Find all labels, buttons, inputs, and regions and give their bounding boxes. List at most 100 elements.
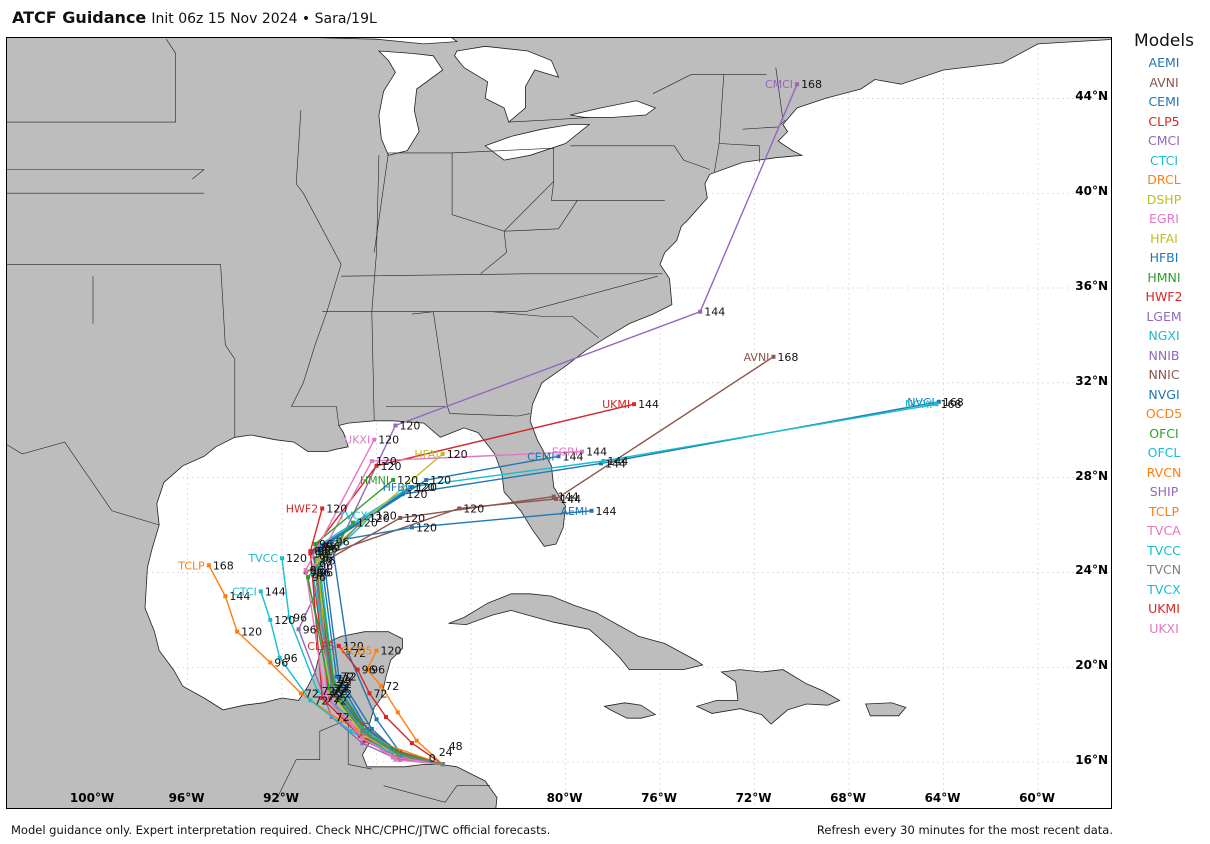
admin-border — [220, 264, 236, 438]
legend-item-hfbi[interactable]: HFBI — [1149, 250, 1179, 265]
legend-item-ukmi[interactable]: UKMI — [1148, 601, 1180, 616]
chart-title: ATCF Guidance Init 06z 15 Nov 2024 • Sar… — [12, 8, 377, 27]
track-point — [369, 513, 374, 518]
forecast-hour-label: 144 — [704, 306, 725, 319]
legend-item-hfai[interactable]: HFAI — [1150, 230, 1178, 246]
forecast-hour-label: 168 — [777, 351, 798, 364]
track-point — [258, 589, 263, 594]
map-canvas[interactable]: 7296120144168CMCI7296120144168AVNI729612… — [7, 38, 1112, 809]
lon-label: 60°W — [1019, 791, 1056, 805]
forecast-hour-label: 96 — [321, 540, 335, 553]
track-point — [362, 515, 367, 520]
legend-item-clp5[interactable]: CLP5 — [1148, 113, 1180, 129]
legend-item-dshp[interactable]: DSHP — [1146, 191, 1182, 207]
forecast-hour-label: 144 — [558, 491, 579, 504]
legend-item-aemi[interactable]: AEMI — [1148, 55, 1180, 70]
admin-border — [388, 152, 554, 232]
forecast-hour-label: 120 — [376, 455, 397, 468]
track-point — [320, 506, 325, 511]
lat-label: 16°N — [1075, 753, 1108, 768]
track-point — [287, 615, 292, 620]
admin-border — [371, 155, 380, 421]
legend-item-nnib[interactable]: NNIB — [1148, 347, 1180, 363]
forecast-hour-label: 72 — [333, 683, 347, 696]
legend-item-ofci[interactable]: OFCI — [1149, 425, 1179, 441]
forecast-hour-label: 96 — [293, 611, 307, 624]
legend-item-tvcx[interactable]: TVCX — [1147, 581, 1181, 597]
legend-item-cmci[interactable]: CMCI — [1148, 133, 1180, 148]
legend-title: Models — [1134, 31, 1194, 51]
models-legend: Models AEMI AVNI CEMI CLP5 CMCI CTCI DRCL DSHP E… — [1124, 31, 1204, 638]
lon-label: 76°W — [641, 791, 678, 805]
track-point — [313, 570, 318, 575]
legend-item-egri[interactable]: EGRI — [1149, 211, 1179, 226]
track-point — [698, 309, 703, 314]
legend-item-tvcc[interactable]: TVCC — [1147, 542, 1181, 558]
legend-item-tvcn[interactable]: TVCN — [1146, 562, 1182, 577]
forecast-hour-label: 144 — [562, 450, 583, 463]
track-point — [348, 729, 353, 734]
track-point — [457, 506, 462, 511]
legend-item-tvca[interactable]: TVCA — [1147, 523, 1181, 538]
legend-item-ngxi[interactable]: NGXI — [1148, 328, 1180, 343]
track-point — [393, 755, 398, 760]
forecast-hour-label: 72 — [333, 694, 347, 707]
model-end-label: AVNI — [744, 351, 770, 364]
track-point — [223, 594, 228, 599]
model-end-label: UKXI — [344, 434, 370, 447]
legend-item-rvcn[interactable]: RVCN — [1146, 464, 1182, 480]
forecast-hour-label: 96 — [326, 540, 340, 553]
legend-item-ship[interactable]: SHIP — [1149, 484, 1179, 499]
forecast-hour-label: 72 — [336, 683, 350, 696]
map-frame[interactable]: 72 96 120 144 168 CMCI 72 96 120 144 168 AVNI 72 96 12… — [6, 37, 1112, 809]
admin-border — [480, 200, 578, 275]
forecast-hour-label: 96 — [319, 559, 333, 572]
forecast-hour-label: 120 — [414, 481, 435, 494]
track-tvcn[interactable] — [313, 515, 445, 767]
legend-item-drcl[interactable]: DRCL — [1147, 172, 1181, 187]
forecast-hour-label: 120 — [463, 502, 484, 515]
forecast-hour-label: 120 — [447, 448, 468, 461]
forecast-hour-label: 144 — [229, 590, 250, 603]
land-masses — [7, 38, 1111, 808]
admin-border — [166, 39, 176, 123]
legend-item-nvgi[interactable]: NVGI — [1148, 386, 1180, 402]
legend-item-ukxi[interactable]: UKXI — [1149, 620, 1179, 636]
admin-border — [348, 764, 372, 770]
track-point — [268, 617, 273, 622]
legend-item-nnic[interactable]: NNIC — [1148, 367, 1180, 382]
track-point — [409, 741, 414, 746]
legend-item-hwf2[interactable]: HWF2 — [1145, 289, 1183, 304]
lat-label: 20°N — [1075, 658, 1108, 673]
forecast-hour-label: 96 — [319, 538, 333, 551]
admin-border — [775, 67, 784, 120]
forecast-hour-label: 72 — [314, 694, 328, 707]
model-end-label: UKMI — [602, 398, 630, 411]
legend-item-avni[interactable]: AVNI — [1149, 74, 1179, 90]
legend-item-tclp[interactable]: TCLP — [1148, 503, 1180, 519]
forecast-hour-label: 168 — [801, 78, 822, 91]
track-point — [332, 691, 337, 696]
track-point — [206, 563, 211, 568]
model-end-label: AEMI — [560, 505, 587, 518]
legend-item-cemi[interactable]: CEMI — [1148, 94, 1180, 109]
track-point — [632, 402, 637, 407]
track-point — [313, 541, 318, 546]
legend-item-ocd5[interactable]: OCD5 — [1145, 406, 1183, 421]
track-point — [324, 691, 329, 696]
forecast-hour-label: 96 — [284, 652, 298, 665]
track-point — [313, 556, 318, 561]
track-point — [320, 696, 325, 701]
legend-item-lgem[interactable]: LGEM — [1146, 308, 1182, 324]
legend-item-ofcl[interactable]: OFCL — [1147, 445, 1181, 460]
forecast-hour-label: 120 — [241, 626, 262, 639]
legend-item-ctci[interactable]: CTCI — [1149, 152, 1179, 168]
legend-item-hmni[interactable]: HMNI — [1147, 269, 1181, 285]
track-labels: 7296120144168CMCI7296120144168AVNI729612… — [177, 78, 964, 765]
forecast-hour-label: 96 — [319, 566, 333, 579]
north-america-land — [7, 38, 1111, 808]
forecast-hour-label: 96 — [312, 571, 326, 584]
forecast-hour-label: 144 — [596, 505, 617, 518]
track-point — [393, 423, 398, 428]
forecast-hour-label: 120 — [326, 502, 347, 515]
